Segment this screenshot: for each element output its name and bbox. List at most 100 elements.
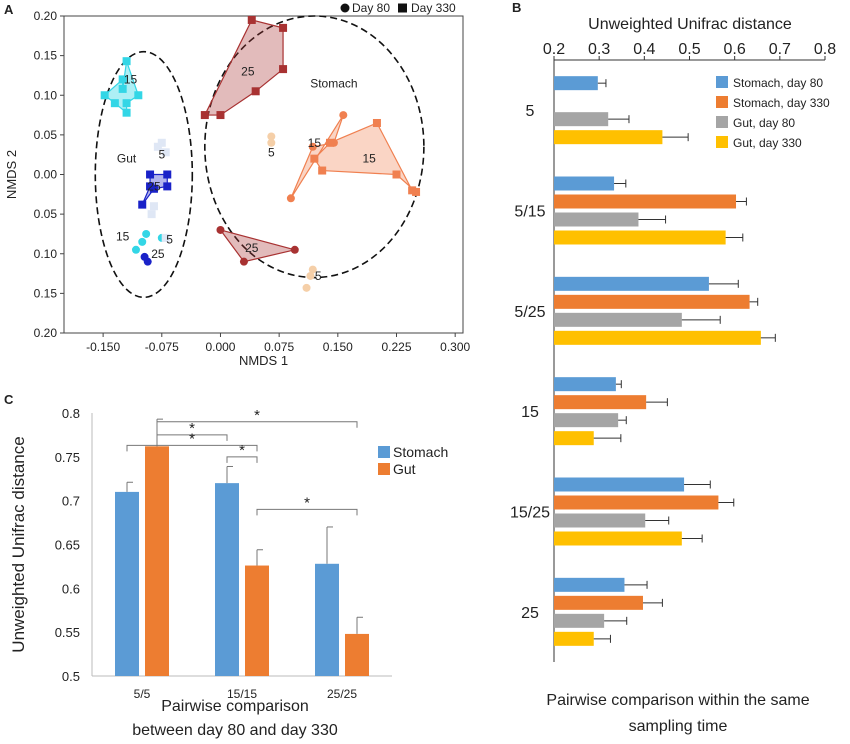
x-tick-label: 0.7 <box>769 41 791 58</box>
bar <box>554 595 643 610</box>
point-day330 <box>279 65 288 74</box>
legend-label-day80: Day 80 <box>352 1 390 15</box>
point-day330 <box>412 187 421 196</box>
bar <box>554 513 646 528</box>
point-day80 <box>143 257 152 266</box>
x-tick-label: 0.8 <box>814 41 836 58</box>
category-label: 25/25 <box>327 687 357 701</box>
point-day330 <box>247 15 256 24</box>
point-day330 <box>149 202 158 211</box>
category-label: 5/25 <box>514 304 545 321</box>
bar <box>554 431 594 446</box>
point-day330 <box>200 111 209 120</box>
panel-letter-c: C <box>4 392 14 407</box>
group-label: 25 <box>147 179 161 193</box>
point-day330 <box>310 154 319 163</box>
group-label: 5 <box>315 269 322 283</box>
x-tick-label: 0.2 <box>543 41 565 58</box>
y-axis-title-a: NMDS 2 <box>4 150 19 199</box>
x-tick-label: 0.000 <box>205 340 235 354</box>
point-day330 <box>134 91 143 100</box>
bar <box>554 194 737 209</box>
category-label: 5/5 <box>134 687 151 701</box>
region-label-gut: Gut <box>117 152 137 166</box>
point-day330 <box>122 99 131 108</box>
legend-marker-day330 <box>398 3 407 13</box>
point-day330 <box>318 166 327 175</box>
category-label: 15 <box>521 404 539 421</box>
y-tick-label: 0.00 <box>34 168 58 182</box>
region-label-stomach: Stomach <box>310 76 357 90</box>
bar <box>554 631 594 646</box>
y-tick-label: 0.10 <box>34 88 58 102</box>
bar <box>554 312 682 327</box>
point-day80 <box>216 225 225 234</box>
point-day80 <box>267 132 276 141</box>
significance-bracket <box>156 421 358 428</box>
group-label: 25 <box>241 64 255 78</box>
legend-label: Gut <box>393 461 416 477</box>
x-axis-title-b: sampling time <box>629 718 728 735</box>
point-day80 <box>339 111 348 120</box>
bar <box>554 613 605 628</box>
point-day80 <box>290 245 299 254</box>
point-day330 <box>122 108 131 117</box>
y-tick-label: 0.75 <box>55 450 80 465</box>
x-axis-title-a: NMDS 1 <box>239 353 288 368</box>
bar <box>554 395 647 410</box>
bar <box>245 565 269 676</box>
y-tick-label: 0.10 <box>34 247 58 261</box>
point-day330 <box>122 57 131 66</box>
y-tick-label: 0.65 <box>55 538 80 553</box>
bar <box>554 377 616 392</box>
legend-label: Stomach <box>393 444 448 460</box>
legend-swatch <box>716 136 728 148</box>
point-day330 <box>146 170 155 179</box>
y-tick-label: 0.5 <box>62 669 80 684</box>
bar <box>345 633 369 676</box>
x-tick-label: -0.150 <box>86 340 120 354</box>
y-tick-label: 0.15 <box>34 286 58 300</box>
bar <box>554 230 726 245</box>
y-axis-title-c: Unweighted Unifrac distance <box>9 436 28 652</box>
legend-label: Gut, day 80 <box>733 116 795 130</box>
bar <box>554 531 682 546</box>
y-tick-label: 0.55 <box>55 625 80 640</box>
group-hull <box>218 228 295 263</box>
point-day330 <box>147 210 156 219</box>
point-day80 <box>239 257 248 266</box>
region-ellipse-stomach <box>204 15 425 279</box>
point-day330 <box>251 87 260 96</box>
x-tick-label: 0.6 <box>724 41 746 58</box>
bar <box>554 112 609 127</box>
point-day330 <box>157 138 166 147</box>
point-day330 <box>110 99 119 108</box>
legend-swatch <box>378 446 390 458</box>
legend-swatch <box>716 76 728 88</box>
bar <box>554 577 625 592</box>
bar <box>554 276 709 291</box>
group-label: 15 <box>124 72 138 86</box>
group-label: 15 <box>308 136 322 150</box>
bar <box>215 483 239 676</box>
bar <box>554 330 761 345</box>
bar <box>145 446 169 676</box>
significance-star: * <box>189 420 195 437</box>
significance-bracket <box>256 508 358 516</box>
bar <box>554 130 663 145</box>
point-day330 <box>163 182 172 191</box>
point-day330 <box>100 91 109 100</box>
x-tick-label: 0.075 <box>264 340 294 354</box>
point-day330 <box>372 118 381 127</box>
point-day330 <box>118 75 127 84</box>
point-day80 <box>308 142 317 151</box>
legend-swatch <box>378 463 390 475</box>
point-day330 <box>279 23 288 32</box>
group-label: 5 <box>158 148 165 162</box>
legend-swatch <box>716 116 728 128</box>
legend-marker-day80 <box>340 3 350 13</box>
chart-title-b: Unweighted Unifrac distance <box>588 16 792 33</box>
x-tick-label: 0.5 <box>678 41 700 58</box>
y-tick-label: 0.8 <box>62 406 80 421</box>
